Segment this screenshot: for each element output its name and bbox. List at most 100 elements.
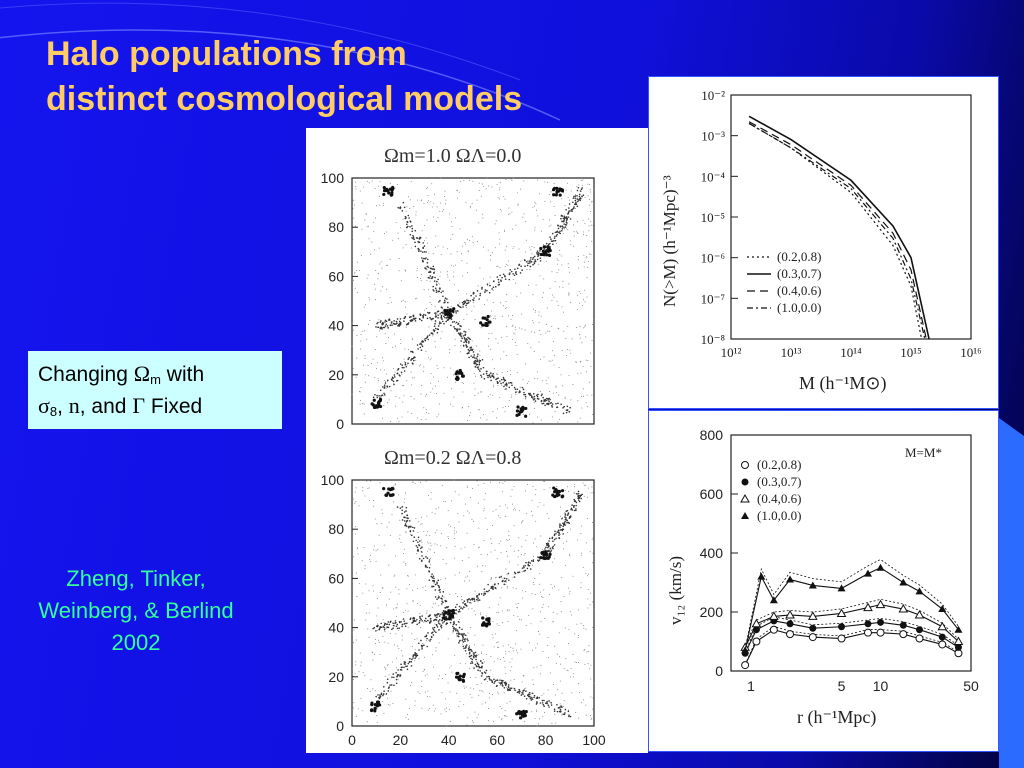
filament-dot [473,652,475,654]
mass-function-svg: 10¹² 10¹³ 10¹⁴ 10¹⁵ 10¹⁶ 10⁻²10⁻³10⁻⁴10⁻⁵10⁻… [660,88,982,394]
particle-dot [530,331,532,333]
filament-dot [478,599,481,601]
particle-dot [479,267,481,269]
velocity-marker-open-triangle [785,609,795,619]
filament-dot [431,576,434,579]
particle-dot [534,310,536,312]
filament-dot [472,293,475,295]
filament-dot [546,402,548,405]
particle-dot [507,370,509,372]
filament-dot [557,224,559,227]
particle-dot [547,606,549,608]
particle-dot [534,205,536,207]
particle-dot [355,572,357,574]
filament-dot [473,297,475,299]
filament-dot [581,195,583,198]
particle-dot [585,714,587,716]
particle-dot [549,330,551,332]
filament-dot [472,299,475,302]
particle-dot [469,627,471,629]
particle-dot [571,692,573,694]
particle-dot [586,256,588,258]
particle-dot [428,707,430,709]
particle-dot [557,263,559,265]
particle-dot [587,573,589,575]
particle-dot [411,633,413,635]
filament-dot [434,327,437,330]
filament-dot [376,396,379,399]
filament-dot [492,372,495,375]
filament-dot [511,384,513,387]
particle-dot [492,524,494,526]
particle-dot [541,595,543,597]
filament-dot [573,206,575,208]
halo-clump [545,253,549,257]
particle-dot [497,691,499,693]
filament-dot [395,625,398,628]
particle-dot [453,396,455,398]
filament-dot [465,646,467,649]
particle-dot [420,418,422,420]
particle-dot [515,326,517,328]
particle-dot [457,289,459,291]
particle-dot [426,219,428,221]
halo-clump [448,315,452,320]
velocity-x-tick-label: 5 [838,678,846,694]
filament-dot [468,648,471,651]
particle-dot [411,377,413,379]
particle-dot [429,535,431,537]
particle-dot [585,542,587,544]
filament-dot [424,339,427,342]
filament-dot [462,300,465,303]
filament-dot [531,395,533,398]
velocity-series [740,559,964,670]
particle-dot [426,188,428,190]
halo-clump [557,493,561,497]
particle-dot [450,238,452,240]
particle-dot [431,304,433,306]
filament-dot [560,403,562,406]
particle-dot [352,707,354,709]
filament-dot [436,582,438,585]
particle-dot [481,690,483,692]
particle-dot [564,228,566,230]
filament-dot [447,306,449,309]
filament-dot [572,505,575,507]
particle-dot [572,575,574,577]
particle-dot [440,271,442,273]
filament-dot [406,668,409,671]
filament-dot [501,378,503,381]
particle-dot [505,405,507,407]
particle-dot [403,548,405,550]
filament-dot [399,206,402,209]
filament-dot [426,566,429,569]
particle-dot [450,264,452,266]
particle-dot [469,693,471,695]
particle-dot [532,422,534,424]
particle-dot [499,243,501,245]
particle-dot [395,222,397,224]
filament-dot [383,384,386,386]
particle-dot [454,338,456,340]
filament-dot [531,692,534,695]
filament-dot [457,635,460,638]
particle-dot [480,391,482,393]
filament-dot [502,685,504,687]
filament-dot [420,639,422,642]
filament-dot [415,655,417,658]
filament-dot [491,375,494,377]
particle-dot [405,244,407,246]
filament-dot [396,372,399,375]
particle-dot [503,351,505,353]
filament-dot [466,601,469,603]
particle-dot [481,570,483,572]
filament-dot [563,523,566,525]
particle-dot [535,284,537,286]
particle-dot [555,386,557,388]
particle-dot [529,268,531,270]
particle-dot [554,231,556,233]
filament-dot [459,324,461,327]
filament-dot [393,676,395,679]
filament-dot [495,679,497,682]
